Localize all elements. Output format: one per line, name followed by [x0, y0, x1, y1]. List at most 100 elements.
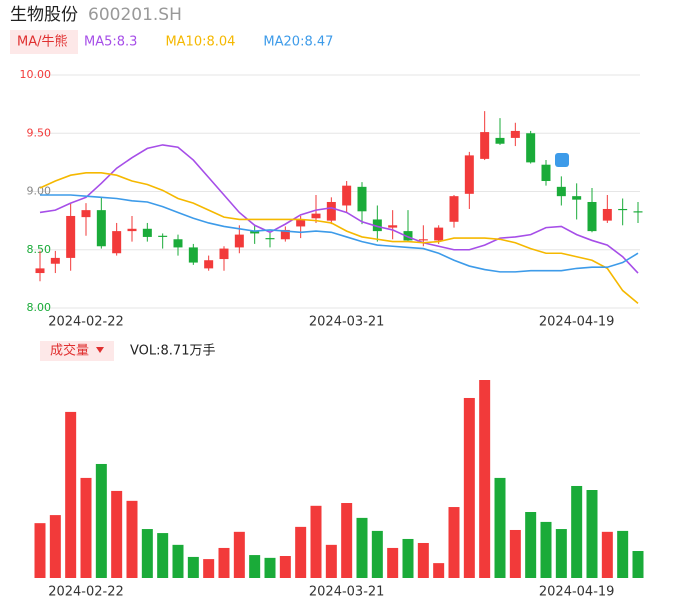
candle-body — [587, 201, 597, 232]
candle-body — [541, 164, 551, 182]
candle-body — [311, 213, 321, 219]
candle-body — [280, 229, 290, 240]
candle-body — [572, 196, 582, 200]
dropdown-arrow[interactable] — [96, 347, 104, 353]
volume-bar — [141, 529, 153, 578]
ma-line — [39, 172, 639, 304]
volume-bar — [586, 490, 598, 578]
volume-bar — [479, 380, 491, 578]
candle-body — [127, 228, 137, 232]
volume-bar — [65, 411, 77, 578]
candle-body — [81, 210, 91, 218]
volume-bar — [295, 526, 307, 578]
y-tick-label: 10.00 — [20, 68, 52, 81]
candle-body — [204, 260, 214, 269]
volume-bar — [279, 556, 291, 578]
legend-entry: MA5:8.3 — [84, 35, 137, 50]
candle-body — [372, 219, 382, 232]
volume-bar — [203, 559, 215, 578]
volume-bar — [249, 555, 261, 578]
candle-body — [219, 248, 229, 260]
candle-body — [495, 137, 505, 144]
volume-button-bg[interactable] — [40, 341, 114, 361]
volume-bar — [494, 477, 506, 578]
volume-bar — [157, 533, 169, 578]
legend-entry: MA20:8.47 — [263, 35, 333, 50]
candle-body — [510, 130, 520, 138]
candle-body — [556, 186, 566, 197]
candle-body — [296, 219, 306, 227]
candle-body — [618, 208, 628, 211]
candle-body — [326, 201, 336, 221]
candle-body — [234, 234, 244, 248]
volume-bar — [509, 529, 521, 578]
x-tick-label: 2024-03-21 — [309, 585, 385, 600]
candle-body — [158, 235, 168, 237]
candle-body — [188, 247, 198, 263]
x-tick-label: 2024-04-19 — [539, 315, 615, 330]
y-tick-label: 8.50 — [27, 243, 52, 256]
candle-body — [342, 185, 352, 206]
volume-bar — [264, 557, 276, 578]
volume-bar — [402, 538, 414, 578]
event-icon[interactable] — [555, 153, 569, 167]
volume-bar — [417, 542, 429, 578]
volume-bar — [387, 547, 399, 578]
candle-body — [50, 257, 60, 264]
candle-body — [602, 208, 612, 221]
volume-bar — [617, 530, 629, 578]
legend-entry: MA10:8.04 — [165, 35, 235, 50]
x-tick-label: 2024-04-19 — [539, 585, 615, 600]
indicator-button-bg[interactable] — [10, 30, 78, 54]
y-tick-label: 8.00 — [27, 301, 52, 314]
volume-bar — [433, 563, 445, 578]
volume-bar — [172, 544, 184, 578]
candle-body — [464, 155, 474, 194]
volume-bar — [525, 512, 537, 578]
candle-body — [449, 196, 459, 222]
volume-bar — [233, 531, 245, 578]
candle-body — [35, 268, 45, 274]
volume-bar — [540, 521, 552, 578]
x-tick-label: 2024-02-22 — [48, 585, 124, 600]
volume-bar — [463, 397, 475, 578]
candle-body — [96, 210, 106, 247]
ma-line — [39, 144, 639, 274]
stock-name: 生物股份 — [10, 5, 78, 25]
volume-bar — [310, 505, 322, 578]
candle-body — [173, 239, 183, 248]
indicator-button[interactable]: MA/牛熊 — [17, 34, 68, 50]
volume-bar — [632, 551, 644, 578]
candle-body — [526, 133, 536, 163]
y-tick-label: 9.50 — [27, 126, 52, 139]
volume-bar — [601, 531, 613, 578]
volume-bar — [571, 485, 583, 578]
candle-body — [480, 132, 490, 159]
volume-bar — [371, 530, 383, 578]
candle-body — [357, 186, 367, 212]
candle-body — [418, 239, 428, 241]
volume-bar — [34, 523, 46, 578]
volume-bar — [80, 477, 92, 578]
volume-label: VOL:8.71万手 — [130, 344, 215, 359]
volume-bar — [555, 529, 567, 578]
candle-body — [265, 238, 275, 240]
volume-bar — [218, 547, 230, 578]
candle-body — [142, 228, 152, 237]
candle-body — [112, 231, 122, 254]
candle-body — [633, 211, 643, 213]
x-tick-label: 2024-03-21 — [309, 315, 385, 330]
volume-bar — [95, 463, 107, 578]
volume-bar — [126, 500, 138, 578]
volume-bar — [111, 490, 123, 578]
candle-body — [250, 231, 260, 234]
stock-code: 600201.SH — [88, 5, 182, 25]
volume-bar — [356, 517, 368, 578]
volume-bar — [341, 503, 353, 578]
ma-line — [40, 194, 639, 273]
candle-body — [66, 215, 76, 258]
volume-button[interactable]: 成交量 — [50, 343, 89, 359]
candle-body — [388, 225, 398, 228]
x-tick-label: 2024-02-22 — [48, 315, 124, 330]
